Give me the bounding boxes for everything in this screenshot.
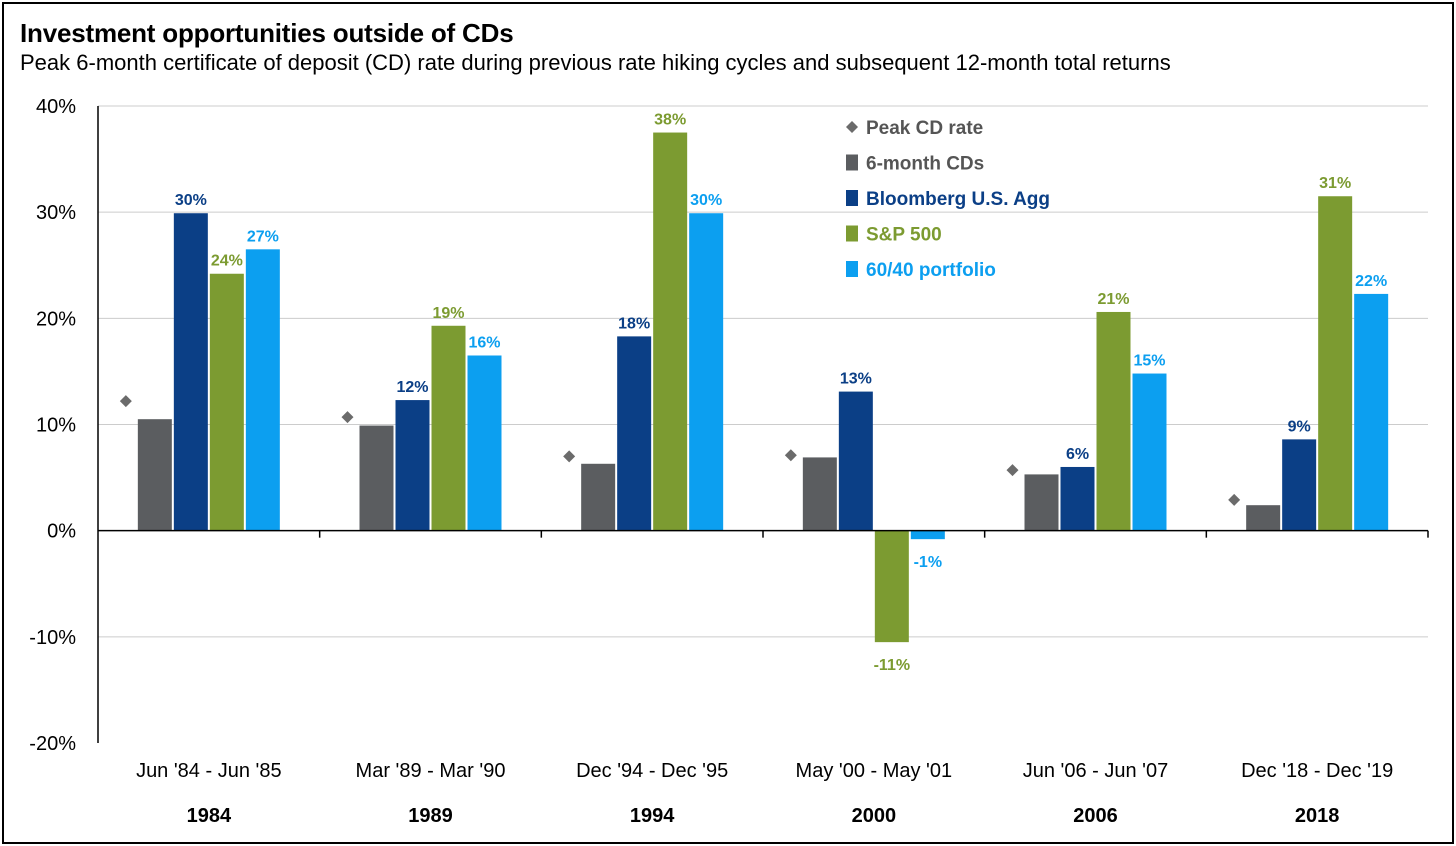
data-labels: 30% 24%27% 12% 19%16% 18% 38% 30% 13% -11% -1% 6% 2… xyxy=(175,112,1387,675)
bar-portfolio xyxy=(467,355,502,531)
y-tick-label: 0% xyxy=(47,521,76,543)
legend-marker-square xyxy=(846,261,858,277)
bar-sp500 xyxy=(874,530,909,643)
legend-marker-square xyxy=(846,190,858,206)
bar-cd xyxy=(359,425,394,531)
bar-cd xyxy=(137,419,172,531)
x-axis-tick-labels: Jun '84 - Jun '85 1984 Mar '89 - Mar '90 19… xyxy=(136,760,1393,827)
y-tick-label: 40% xyxy=(36,96,76,118)
bar-sp500 xyxy=(1318,196,1353,531)
data-label: 21% xyxy=(1097,291,1129,308)
bar-portfolio xyxy=(689,213,724,531)
bars xyxy=(119,132,1389,643)
bar-portfolio xyxy=(245,249,280,531)
bar-agg xyxy=(173,213,208,531)
data-label: 6% xyxy=(1066,446,1089,463)
data-label: 31% xyxy=(1319,175,1351,192)
data-label: 15% xyxy=(1133,353,1165,370)
x-tick-label: Dec '18 - Dec '19 xyxy=(1241,760,1393,782)
bar-portfolio xyxy=(1132,373,1167,531)
y-axis-tick-labels: -20% -10% 0% 10% 20% 30% 40% xyxy=(29,96,76,755)
y-tick-label: 30% xyxy=(36,202,76,224)
peak-cd-marker xyxy=(784,449,797,462)
legend-marker-diamond xyxy=(846,121,858,133)
peak-cd-marker xyxy=(119,395,132,408)
bar-portfolio xyxy=(910,530,945,540)
data-label: 9% xyxy=(1288,418,1311,435)
data-label: 30% xyxy=(690,192,722,209)
bar-portfolio xyxy=(1354,293,1389,531)
peak-cd-marker xyxy=(341,411,354,424)
bar-agg xyxy=(395,400,430,531)
bar-sp500 xyxy=(431,325,466,531)
x-year-label: 1989 xyxy=(408,805,453,827)
legend-marker-square xyxy=(846,154,858,171)
bar-agg xyxy=(617,336,652,531)
data-label: -1% xyxy=(914,554,942,571)
bar-cd xyxy=(581,463,616,531)
data-label: -11% xyxy=(874,657,910,674)
y-tick-label: 10% xyxy=(36,415,76,437)
peak-cd-marker xyxy=(1006,464,1019,477)
legend-label: Bloomberg U.S. Agg xyxy=(866,189,1050,210)
chart-subtitle: Peak 6-month certificate of deposit (CD)… xyxy=(20,50,1171,75)
bar-cd xyxy=(802,457,837,531)
x-year-label: 2018 xyxy=(1295,805,1340,827)
legend-label: Peak CD rate xyxy=(866,118,983,139)
bar-sp500 xyxy=(1096,311,1131,531)
peak-cd-marker xyxy=(1228,493,1241,506)
x-tick-label: May '00 - May '01 xyxy=(796,760,953,782)
y-tick-label: -20% xyxy=(29,733,76,755)
x-year-label: 1984 xyxy=(187,805,232,827)
x-year-label: 1994 xyxy=(630,805,675,827)
legend-label: 60/40 portfolio xyxy=(866,260,996,281)
bar-cd xyxy=(1024,474,1059,531)
bar-sp500 xyxy=(209,273,244,531)
y-tick-label: -10% xyxy=(29,627,76,649)
data-label: 18% xyxy=(618,315,650,332)
y-tick-label: 20% xyxy=(36,308,76,330)
bar-agg xyxy=(1282,439,1317,531)
axes xyxy=(97,106,1429,743)
data-label: 27% xyxy=(247,228,279,245)
data-label: 24% xyxy=(211,253,243,270)
bar-agg xyxy=(838,391,873,531)
data-label: 22% xyxy=(1355,273,1387,290)
bar-sp500 xyxy=(653,132,688,531)
data-label: 12% xyxy=(396,379,428,396)
gridlines xyxy=(98,105,1428,638)
data-label: 16% xyxy=(468,334,500,351)
bar-agg xyxy=(1060,466,1095,531)
x-tick-label: Jun '84 - Jun '85 xyxy=(136,760,282,782)
x-tick-label: Mar '89 - Mar '90 xyxy=(356,760,506,782)
data-label: 13% xyxy=(840,371,872,388)
chart-title: Investment opportunities outside of CDs xyxy=(20,18,514,48)
x-year-label: 2006 xyxy=(1073,805,1118,827)
data-label: 30% xyxy=(175,192,207,209)
x-tick-label: Dec '94 - Dec '95 xyxy=(576,760,728,782)
legend: Peak CD rate 6-month CDs Bloomberg U.S. Ag… xyxy=(846,118,1050,281)
x-tick-label: Jun '06 - Jun '07 xyxy=(1023,760,1169,782)
x-year-label: 2000 xyxy=(852,805,897,827)
peak-cd-marker xyxy=(563,450,576,463)
legend-marker-square xyxy=(846,225,858,242)
legend-label: 6-month CDs xyxy=(866,154,984,175)
data-label: 38% xyxy=(654,112,686,129)
bar-cd xyxy=(1246,505,1281,531)
legend-label: S&P 500 xyxy=(866,225,942,246)
data-label: 19% xyxy=(432,305,464,322)
